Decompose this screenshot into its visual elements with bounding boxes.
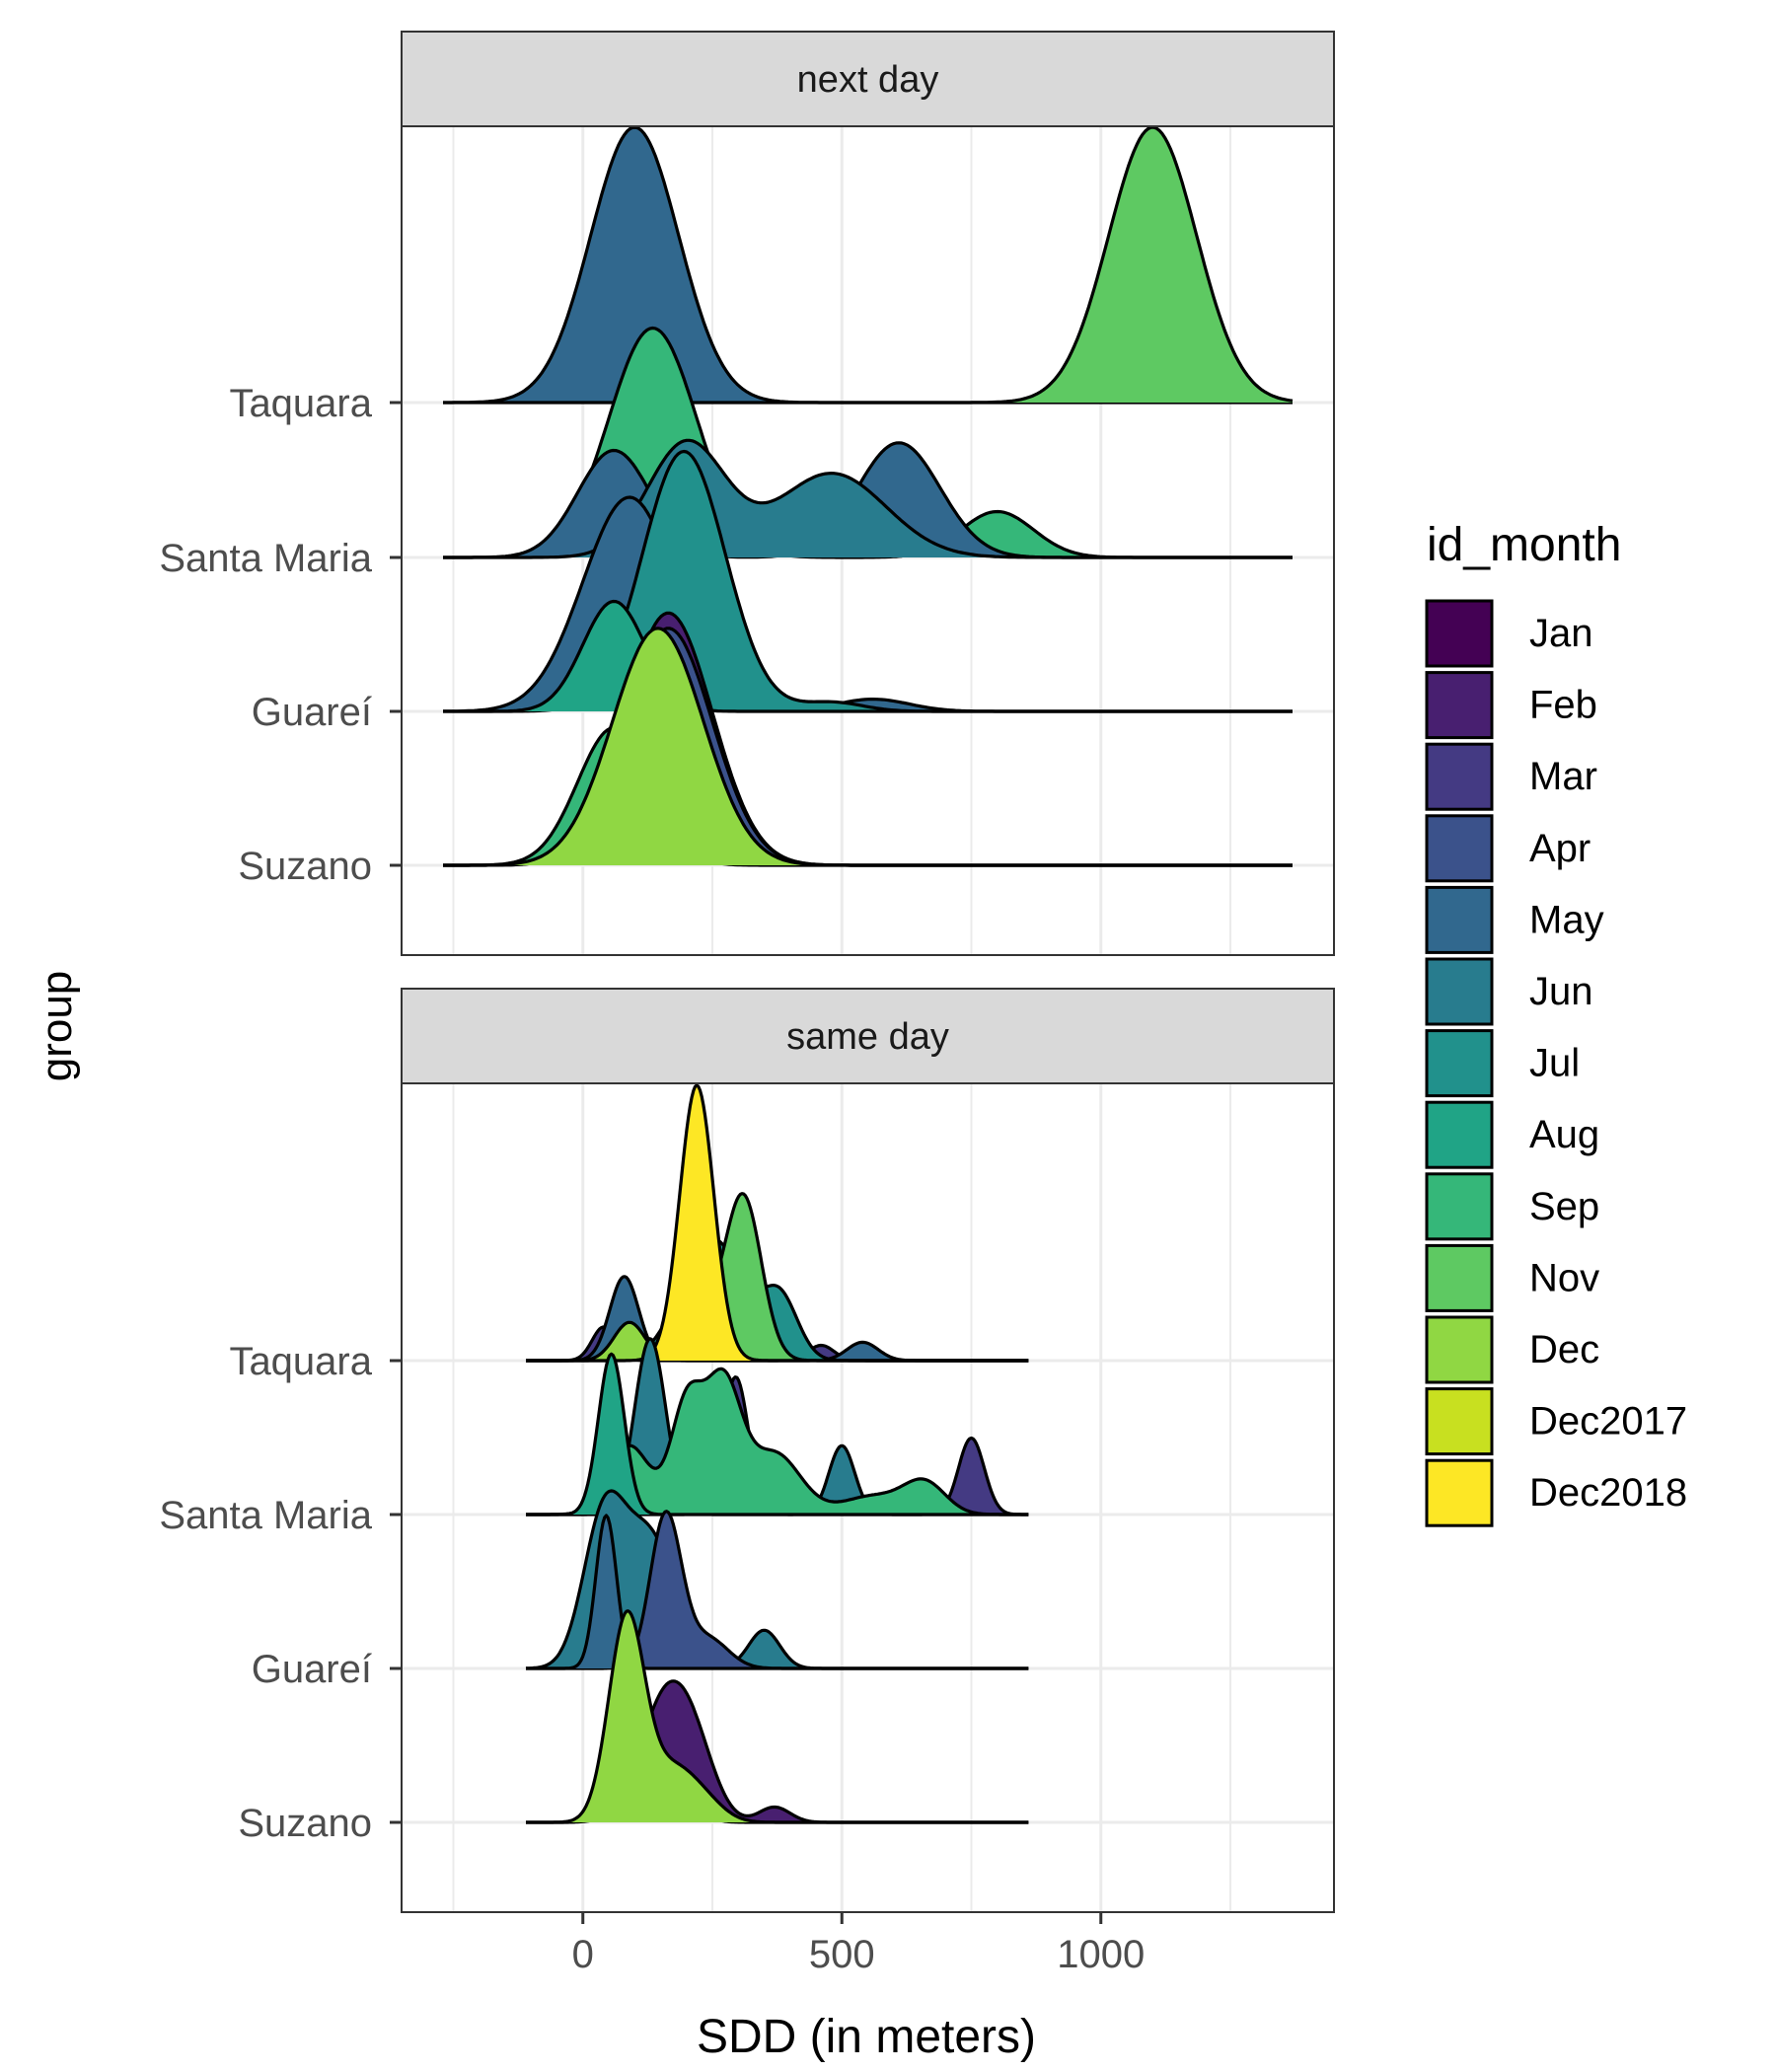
ridge-suzano-dec [526,1609,1029,1824]
ridge-fill [443,628,1293,865]
legend-item-dec: Dec [1425,1315,1599,1384]
legend-swatch [1425,1315,1494,1384]
legend-label: Jun [1529,970,1593,1013]
x-tick-label: 0 [572,1933,594,1976]
legend-item-jul: Jul [1425,1029,1580,1098]
legend-swatch [1425,1458,1494,1527]
legend-item-nov: Nov [1425,1243,1599,1312]
legend-label: Apr [1529,827,1591,870]
y-tick-label-suzano: Suzano [238,845,372,888]
legend-label: Dec2018 [1529,1471,1687,1515]
x-tick-label: 1000 [1057,1933,1145,1976]
ridge-fill [526,1376,1029,1515]
legend-swatch [1425,957,1494,1026]
ridge-suzano-dec [443,627,1293,867]
y-axis-title: group [33,971,81,1082]
ridge-outline [526,1609,1029,1824]
panel-border [401,1082,1335,1913]
legend: id_month Jan Feb Mar Apr May Jun Jul Aug Sep Nov D… [1425,519,1687,1527]
legend-swatch [1425,1387,1494,1456]
ridge-guarei-may [526,1514,1029,1670]
legend-item-may: May [1425,885,1604,954]
y-tick-label-santa-maria: Santa Maria [159,1494,372,1537]
legend-item-jun: Jun [1425,957,1593,1026]
legend-swatch [1425,671,1494,740]
ridge-santa-maria-aug [526,1352,1029,1517]
ridges [525,1083,1029,1824]
legend-label: Jul [1529,1042,1580,1085]
ridge-fill [526,1610,1029,1822]
legend-swatch [1425,1100,1494,1169]
legend-label: Mar [1529,755,1597,798]
y-tick-label-taquara: Taquara [229,382,372,425]
ridge-fill [526,1511,1029,1668]
y-tick-label-guarei: Guareí [252,691,372,734]
legend-label: Sep [1529,1185,1599,1228]
legend-label: Dec2017 [1529,1400,1687,1443]
ridge-fill [526,1238,1029,1361]
ridge-outline [443,438,1293,559]
y-tick-label-guarei: Guareí [252,1648,372,1691]
legend-swatch [1425,1029,1494,1098]
x-tick-label: 500 [809,1933,875,1976]
ridge-outline [443,599,1293,713]
facet-strip-label: next day [797,59,939,101]
legend-item-jan: Jan [1425,599,1593,668]
legend-item-dec2017: Dec2017 [1425,1387,1687,1456]
legend-item-apr: Apr [1425,814,1591,883]
legend-label: Feb [1529,684,1597,727]
ridge-outline [443,627,1293,867]
legend-label: Dec [1529,1328,1599,1371]
ridge-outline [443,125,1294,405]
panel-same-day: same day Suzano Guareí Santa Maria Taquara [159,988,1335,1913]
y-tick-label-taquara: Taquara [229,1340,372,1383]
ridge-outline [526,1514,1029,1670]
y-tick-label-suzano: Suzano [238,1802,372,1845]
ridge-fill [526,1276,1029,1361]
legend-label: Jan [1529,612,1593,655]
y-tick-label-santa-maria: Santa Maria [159,537,372,580]
legend-swatch [1425,599,1494,668]
legend-swatch [1425,814,1494,883]
legend-swatch [1425,742,1494,811]
legend-item-dec2018: Dec2018 [1425,1458,1687,1527]
legend-label: May [1529,898,1604,941]
panel-next-day: next day Suzano Guareí Santa Maria Taquara [159,31,1335,956]
legend-swatch [1425,1243,1494,1312]
x-axis-title: SDD (in meters) [697,2011,1036,2063]
facet-strip-label: same day [786,1016,949,1058]
ridges [443,125,1294,867]
facet-strip [401,31,1335,127]
legend-item-aug: Aug [1425,1100,1599,1169]
legend-label: Nov [1529,1256,1599,1299]
ridge-fill [526,1369,1029,1515]
axis-layer: group SDD (in meters) 0 500 1000 [33,971,1145,2063]
legend-item-sep: Sep [1425,1172,1599,1241]
legend-swatch [1425,1172,1494,1241]
legend-item-mar: Mar [1425,742,1597,811]
ridge-outline [526,1352,1029,1517]
ridge-taquara-nov [443,125,1294,405]
panel-border [401,125,1335,956]
legend-swatch [1425,885,1494,954]
legend-item-feb: Feb [1425,671,1597,740]
legend-label: Aug [1529,1113,1599,1156]
legend-title: id_month [1427,519,1621,571]
